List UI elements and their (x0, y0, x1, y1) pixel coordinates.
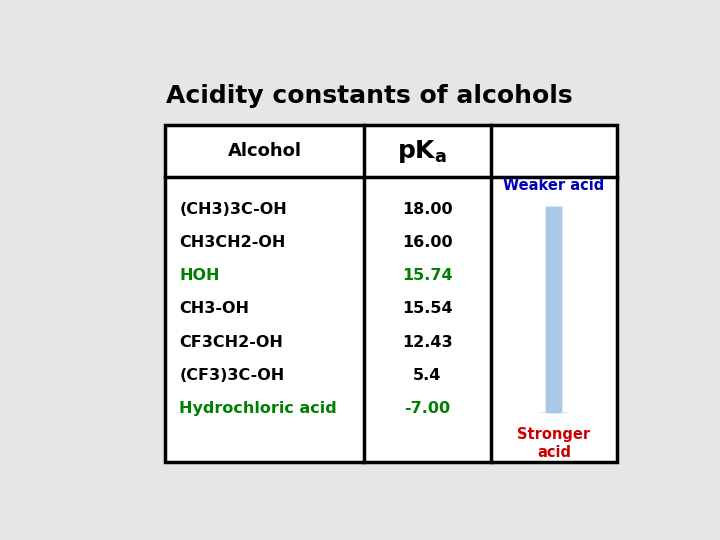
Bar (166, 125, 617, 462)
Text: CF3CH2-OH: CF3CH2-OH (179, 335, 283, 349)
Text: -7.00: -7.00 (405, 401, 451, 416)
Text: 18.00: 18.00 (402, 202, 453, 217)
Text: Alcohol: Alcohol (228, 142, 302, 160)
Text: HOH: HOH (179, 268, 220, 284)
Text: (CH3)3C-OH: (CH3)3C-OH (179, 202, 287, 217)
Text: 5.4: 5.4 (413, 368, 441, 383)
Text: CH3-OH: CH3-OH (179, 301, 249, 316)
Text: (CF3)3C-OH: (CF3)3C-OH (179, 368, 284, 383)
Text: Acidity constants of alcohols: Acidity constants of alcohols (166, 84, 572, 107)
Text: Weaker acid: Weaker acid (503, 178, 605, 193)
Text: 16.00: 16.00 (402, 235, 453, 250)
Text: Stronger
acid: Stronger acid (518, 427, 590, 460)
Text: $\mathbf{pK_a}$: $\mathbf{pK_a}$ (397, 138, 447, 165)
Text: 12.43: 12.43 (402, 335, 453, 349)
Text: Hydrochloric acid: Hydrochloric acid (179, 401, 337, 416)
Text: 15.54: 15.54 (402, 301, 453, 316)
Text: CH3CH2-OH: CH3CH2-OH (179, 235, 286, 250)
Text: 15.74: 15.74 (402, 268, 453, 284)
